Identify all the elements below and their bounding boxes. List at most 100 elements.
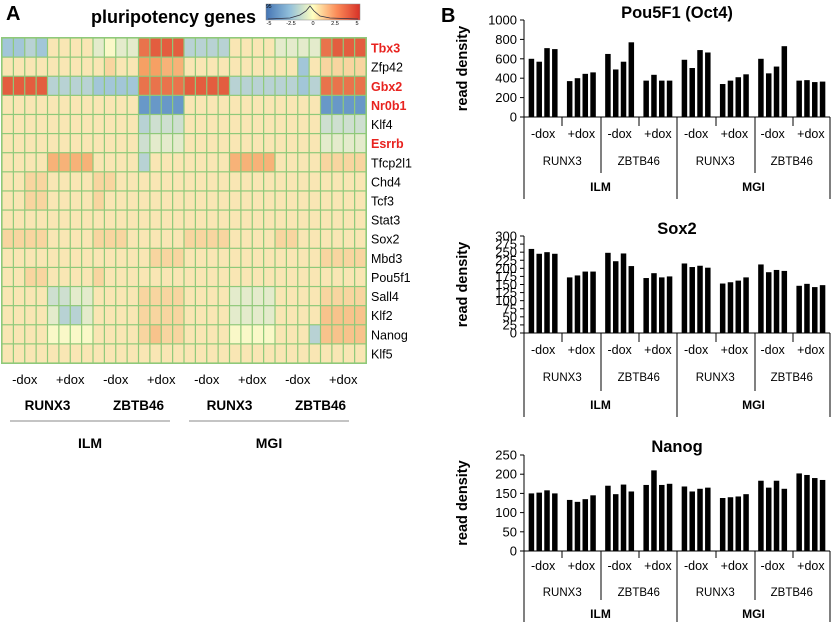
heatmap-cell: [161, 306, 173, 325]
bar: [743, 74, 749, 117]
bar: [719, 84, 726, 117]
heatmap-cell: [2, 268, 13, 286]
heatmap-cell: [355, 57, 366, 76]
heatmap-cell: [116, 229, 127, 248]
y-tick-label: 50: [503, 309, 517, 324]
heatmap-cell: [332, 134, 343, 153]
heatmap-cell: [355, 287, 366, 306]
heatmap-cell: [93, 172, 104, 191]
bar: [590, 271, 596, 333]
heatmap-cell: [139, 134, 150, 153]
heatmap-cell: [173, 95, 184, 114]
y-tick-label: 250: [495, 448, 517, 463]
heatmap-cell: [59, 57, 70, 76]
heatmap-cell: [241, 134, 252, 153]
x-category-label: +dox: [568, 559, 596, 573]
heatmap-cell: [127, 325, 138, 344]
heatmap-cell: [321, 191, 332, 210]
heatmap-cell: [184, 153, 195, 172]
heatmap-cell: [298, 134, 309, 153]
gene-label: Mbd3: [371, 252, 402, 266]
y-tick-label: 200: [495, 90, 517, 105]
bar: [819, 479, 826, 551]
heatmap-cell: [59, 344, 70, 363]
bar: [628, 42, 635, 118]
heatmap-cell: [241, 76, 252, 95]
color-key-peak: 95: [266, 4, 272, 10]
heatmap-cell: [161, 172, 173, 191]
heatmap-cell: [13, 57, 25, 76]
heatmap-cell: [218, 325, 229, 344]
heatmap-cell: [195, 57, 207, 76]
heatmap-cell: [36, 287, 47, 306]
heatmap-cell: [25, 115, 36, 133]
bar: [582, 499, 589, 551]
bar: [765, 73, 772, 117]
heatmap-cell: [230, 306, 241, 325]
gene-label: Klf5: [371, 347, 393, 361]
gene-label: Sall4: [371, 290, 399, 304]
heatmap-cell: [173, 191, 184, 210]
heatmap-cell: [116, 248, 127, 267]
y-tick-label: 275: [495, 237, 517, 252]
bar: [773, 269, 780, 333]
heatmap-cell: [59, 210, 70, 229]
bar: [528, 493, 535, 551]
heatmap-cell: [59, 306, 70, 325]
y-tick-label: 0: [510, 326, 517, 341]
condition-label: -dox: [103, 372, 129, 387]
heatmap-cell: [286, 57, 298, 76]
heatmap-cell: [150, 38, 161, 57]
factor-label: RUNX3: [696, 587, 735, 599]
heatmap-cell: [195, 306, 207, 325]
heatmap-cell: [82, 95, 93, 114]
heatmap-cell: [343, 134, 355, 153]
bar-chart: Nanog 0 50 100 150 200 250 read density -dox +dox…: [455, 438, 831, 622]
heatmap: [1, 37, 367, 364]
bar: [659, 80, 665, 118]
heatmap-cell: [343, 57, 355, 76]
heatmap-cell: [252, 134, 264, 153]
heatmap-cell: [241, 287, 252, 306]
y-axis-label: read density: [455, 242, 471, 327]
heatmap-cell: [2, 153, 13, 172]
heatmap-cell: [343, 115, 355, 133]
heatmap-cell: [150, 229, 161, 248]
platform-label: MGI: [742, 607, 765, 621]
y-tick-label: 100: [495, 505, 517, 520]
heatmap-cell: [2, 210, 13, 229]
heatmap-cell: [332, 344, 343, 363]
heatmap-cell: [252, 172, 264, 191]
heatmap-cell: [184, 268, 195, 286]
x-category-label: +dox: [797, 343, 825, 357]
heatmap-cell: [252, 287, 264, 306]
heatmap-cell: [82, 287, 93, 306]
heatmap-cell: [343, 287, 355, 306]
heatmap-cell: [195, 210, 207, 229]
heatmap-cell: [230, 344, 241, 363]
heatmap-cell: [343, 268, 355, 286]
heatmap-cell: [70, 325, 82, 344]
heatmap-cell: [355, 229, 366, 248]
heatmap-cell: [241, 115, 252, 133]
heatmap-cell: [218, 76, 229, 95]
bar: [812, 82, 818, 117]
heatmap-cell: [241, 229, 252, 248]
heatmap-cell: [70, 268, 82, 286]
heatmap-cell: [116, 344, 127, 363]
heatmap-cell: [298, 306, 309, 325]
heatmap-cell: [48, 306, 59, 325]
heatmap-cell: [286, 191, 298, 210]
heatmap-cell: [150, 134, 161, 153]
bar: [544, 252, 550, 333]
heatmap-cell: [59, 76, 70, 95]
heatmap-cell: [48, 210, 59, 229]
heatmap-cell: [252, 115, 264, 133]
platform-label: MGI: [256, 435, 282, 451]
heatmap-cell: [13, 248, 25, 267]
heatmap-cell: [184, 248, 195, 267]
bar: [582, 73, 589, 117]
condition-label: +dox: [147, 372, 176, 387]
heatmap-cell: [355, 95, 366, 114]
